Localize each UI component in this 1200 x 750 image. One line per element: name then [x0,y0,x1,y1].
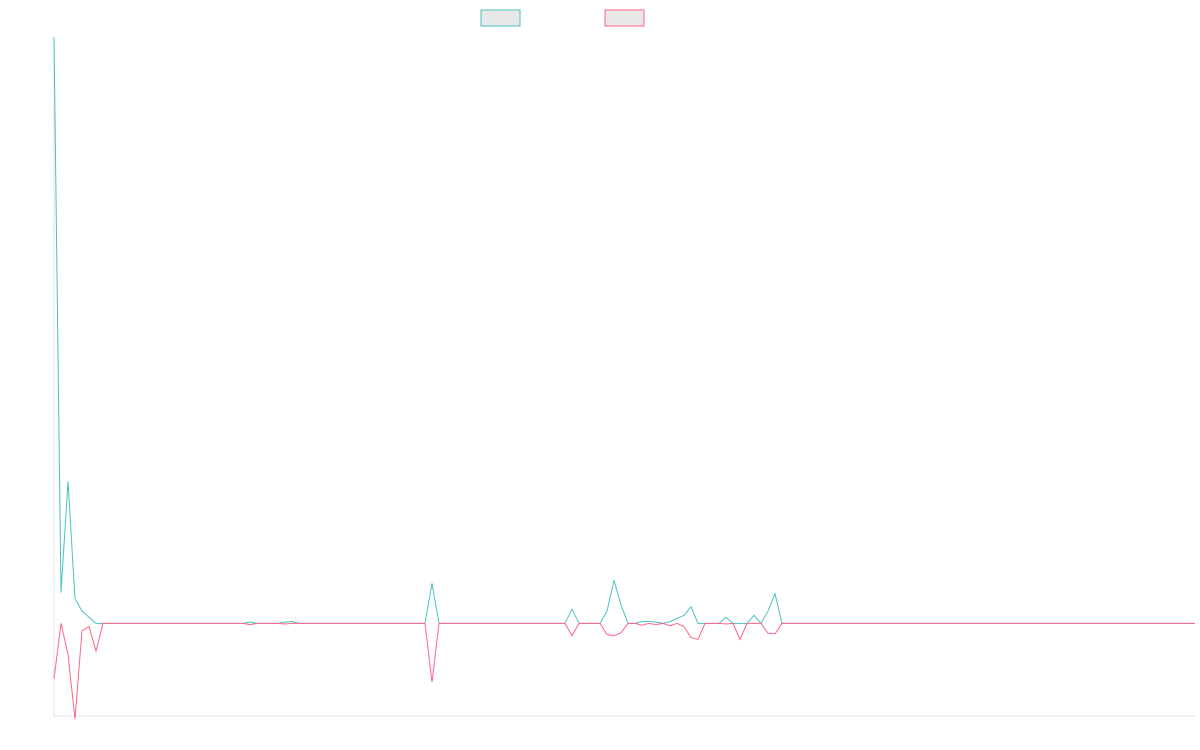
legend-item-1[interactable] [480,9,521,27]
legend[interactable] [480,9,645,27]
legend-item-2[interactable] [604,9,645,27]
series-line-2 [53,622,1195,720]
axes [53,37,1195,717]
series-layer [53,36,1195,720]
legend-swatch-1 [480,9,521,27]
legend-swatch-2 [604,9,645,27]
series-line-1 [53,36,1195,625]
